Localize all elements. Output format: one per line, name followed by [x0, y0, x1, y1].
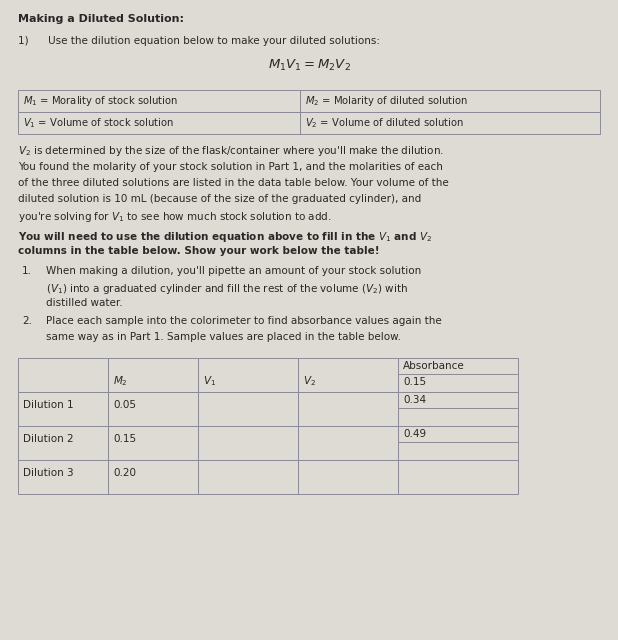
Text: You will need to use the dilution equation above to fill in the $V_1$ and $V_2$: You will need to use the dilution equati… [18, 230, 432, 244]
Text: distilled water.: distilled water. [46, 298, 122, 308]
Text: 0.34: 0.34 [403, 395, 426, 405]
Bar [18, 112, 300, 134]
Text: $V_2$ is determined by the size of the flask/container where you'll make the dil: $V_2$ is determined by the size of the f… [18, 144, 444, 158]
Bar [198, 426, 298, 460]
Bar [108, 460, 198, 494]
Text: columns in the table below. Show your work below the table!: columns in the table below. Show your wo… [18, 246, 379, 256]
Bar [108, 426, 198, 460]
Bar [298, 392, 398, 426]
Text: diluted solution is 10 mL (because of the size of the graduated cylinder), and: diluted solution is 10 mL (because of th… [18, 194, 421, 204]
Text: You found the molarity of your stock solution in Part 1, and the molarities of e: You found the molarity of your stock sol… [18, 162, 443, 172]
Bar [18, 90, 300, 112]
Bar [298, 358, 398, 392]
Text: Making a Diluted Solution:: Making a Diluted Solution: [18, 14, 184, 24]
Bar [398, 358, 518, 392]
Bar [398, 460, 518, 494]
Bar [198, 392, 298, 426]
Bar [398, 392, 518, 426]
Text: 0.15: 0.15 [403, 377, 426, 387]
Bar [398, 426, 518, 460]
Text: When making a dilution, you'll pipette an amount of your stock solution: When making a dilution, you'll pipette a… [46, 266, 421, 276]
Text: 0.15: 0.15 [113, 434, 136, 444]
Text: $V_1$ = Volume of stock solution: $V_1$ = Volume of stock solution [23, 116, 174, 130]
Text: you're solving for $V_1$ to see how much stock solution to add.: you're solving for $V_1$ to see how much… [18, 210, 332, 224]
Bar [198, 460, 298, 494]
Text: 0.20: 0.20 [113, 468, 136, 478]
Text: Dilution 3: Dilution 3 [23, 468, 74, 478]
Text: Absorbance: Absorbance [403, 361, 465, 371]
Text: $V_1$: $V_1$ [203, 374, 216, 388]
Text: ($V_1$) into a graduated cylinder and fill the rest of the volume ($V_2$) with: ($V_1$) into a graduated cylinder and fi… [46, 282, 408, 296]
Text: 0.49: 0.49 [403, 429, 426, 439]
Text: $M_2$: $M_2$ [113, 374, 128, 388]
Bar [298, 460, 398, 494]
Bar [108, 358, 198, 392]
Text: $M_1$ = Morality of stock solution: $M_1$ = Morality of stock solution [23, 94, 178, 108]
Text: Dilution 1: Dilution 1 [23, 400, 74, 410]
Bar [18, 358, 108, 392]
Text: Dilution 2: Dilution 2 [23, 434, 74, 444]
Text: 0.05: 0.05 [113, 400, 136, 410]
Text: 1.: 1. [22, 266, 32, 276]
Text: $M_2$ = Molarity of diluted solution: $M_2$ = Molarity of diluted solution [305, 94, 468, 108]
Text: same way as in Part 1. Sample values are placed in the table below.: same way as in Part 1. Sample values are… [46, 332, 401, 342]
Text: 1)      Use the dilution equation below to make your diluted solutions:: 1) Use the dilution equation below to ma… [18, 36, 380, 46]
Text: $V_2$ = Volume of diluted solution: $V_2$ = Volume of diluted solution [305, 116, 464, 130]
Bar [108, 392, 198, 426]
Bar [300, 112, 600, 134]
Text: $M_1V_1 = M_2V_2$: $M_1V_1 = M_2V_2$ [268, 58, 350, 73]
Bar [18, 460, 108, 494]
Bar [198, 358, 298, 392]
Bar [300, 90, 600, 112]
Text: $V_2$: $V_2$ [303, 374, 316, 388]
Text: 2.: 2. [22, 316, 32, 326]
Bar [18, 426, 108, 460]
Bar [298, 426, 398, 460]
Bar [18, 392, 108, 426]
Text: of the three diluted solutions are listed in the data table below. Your volume o: of the three diluted solutions are liste… [18, 178, 449, 188]
Text: Place each sample into the colorimeter to find absorbance values again the: Place each sample into the colorimeter t… [46, 316, 442, 326]
